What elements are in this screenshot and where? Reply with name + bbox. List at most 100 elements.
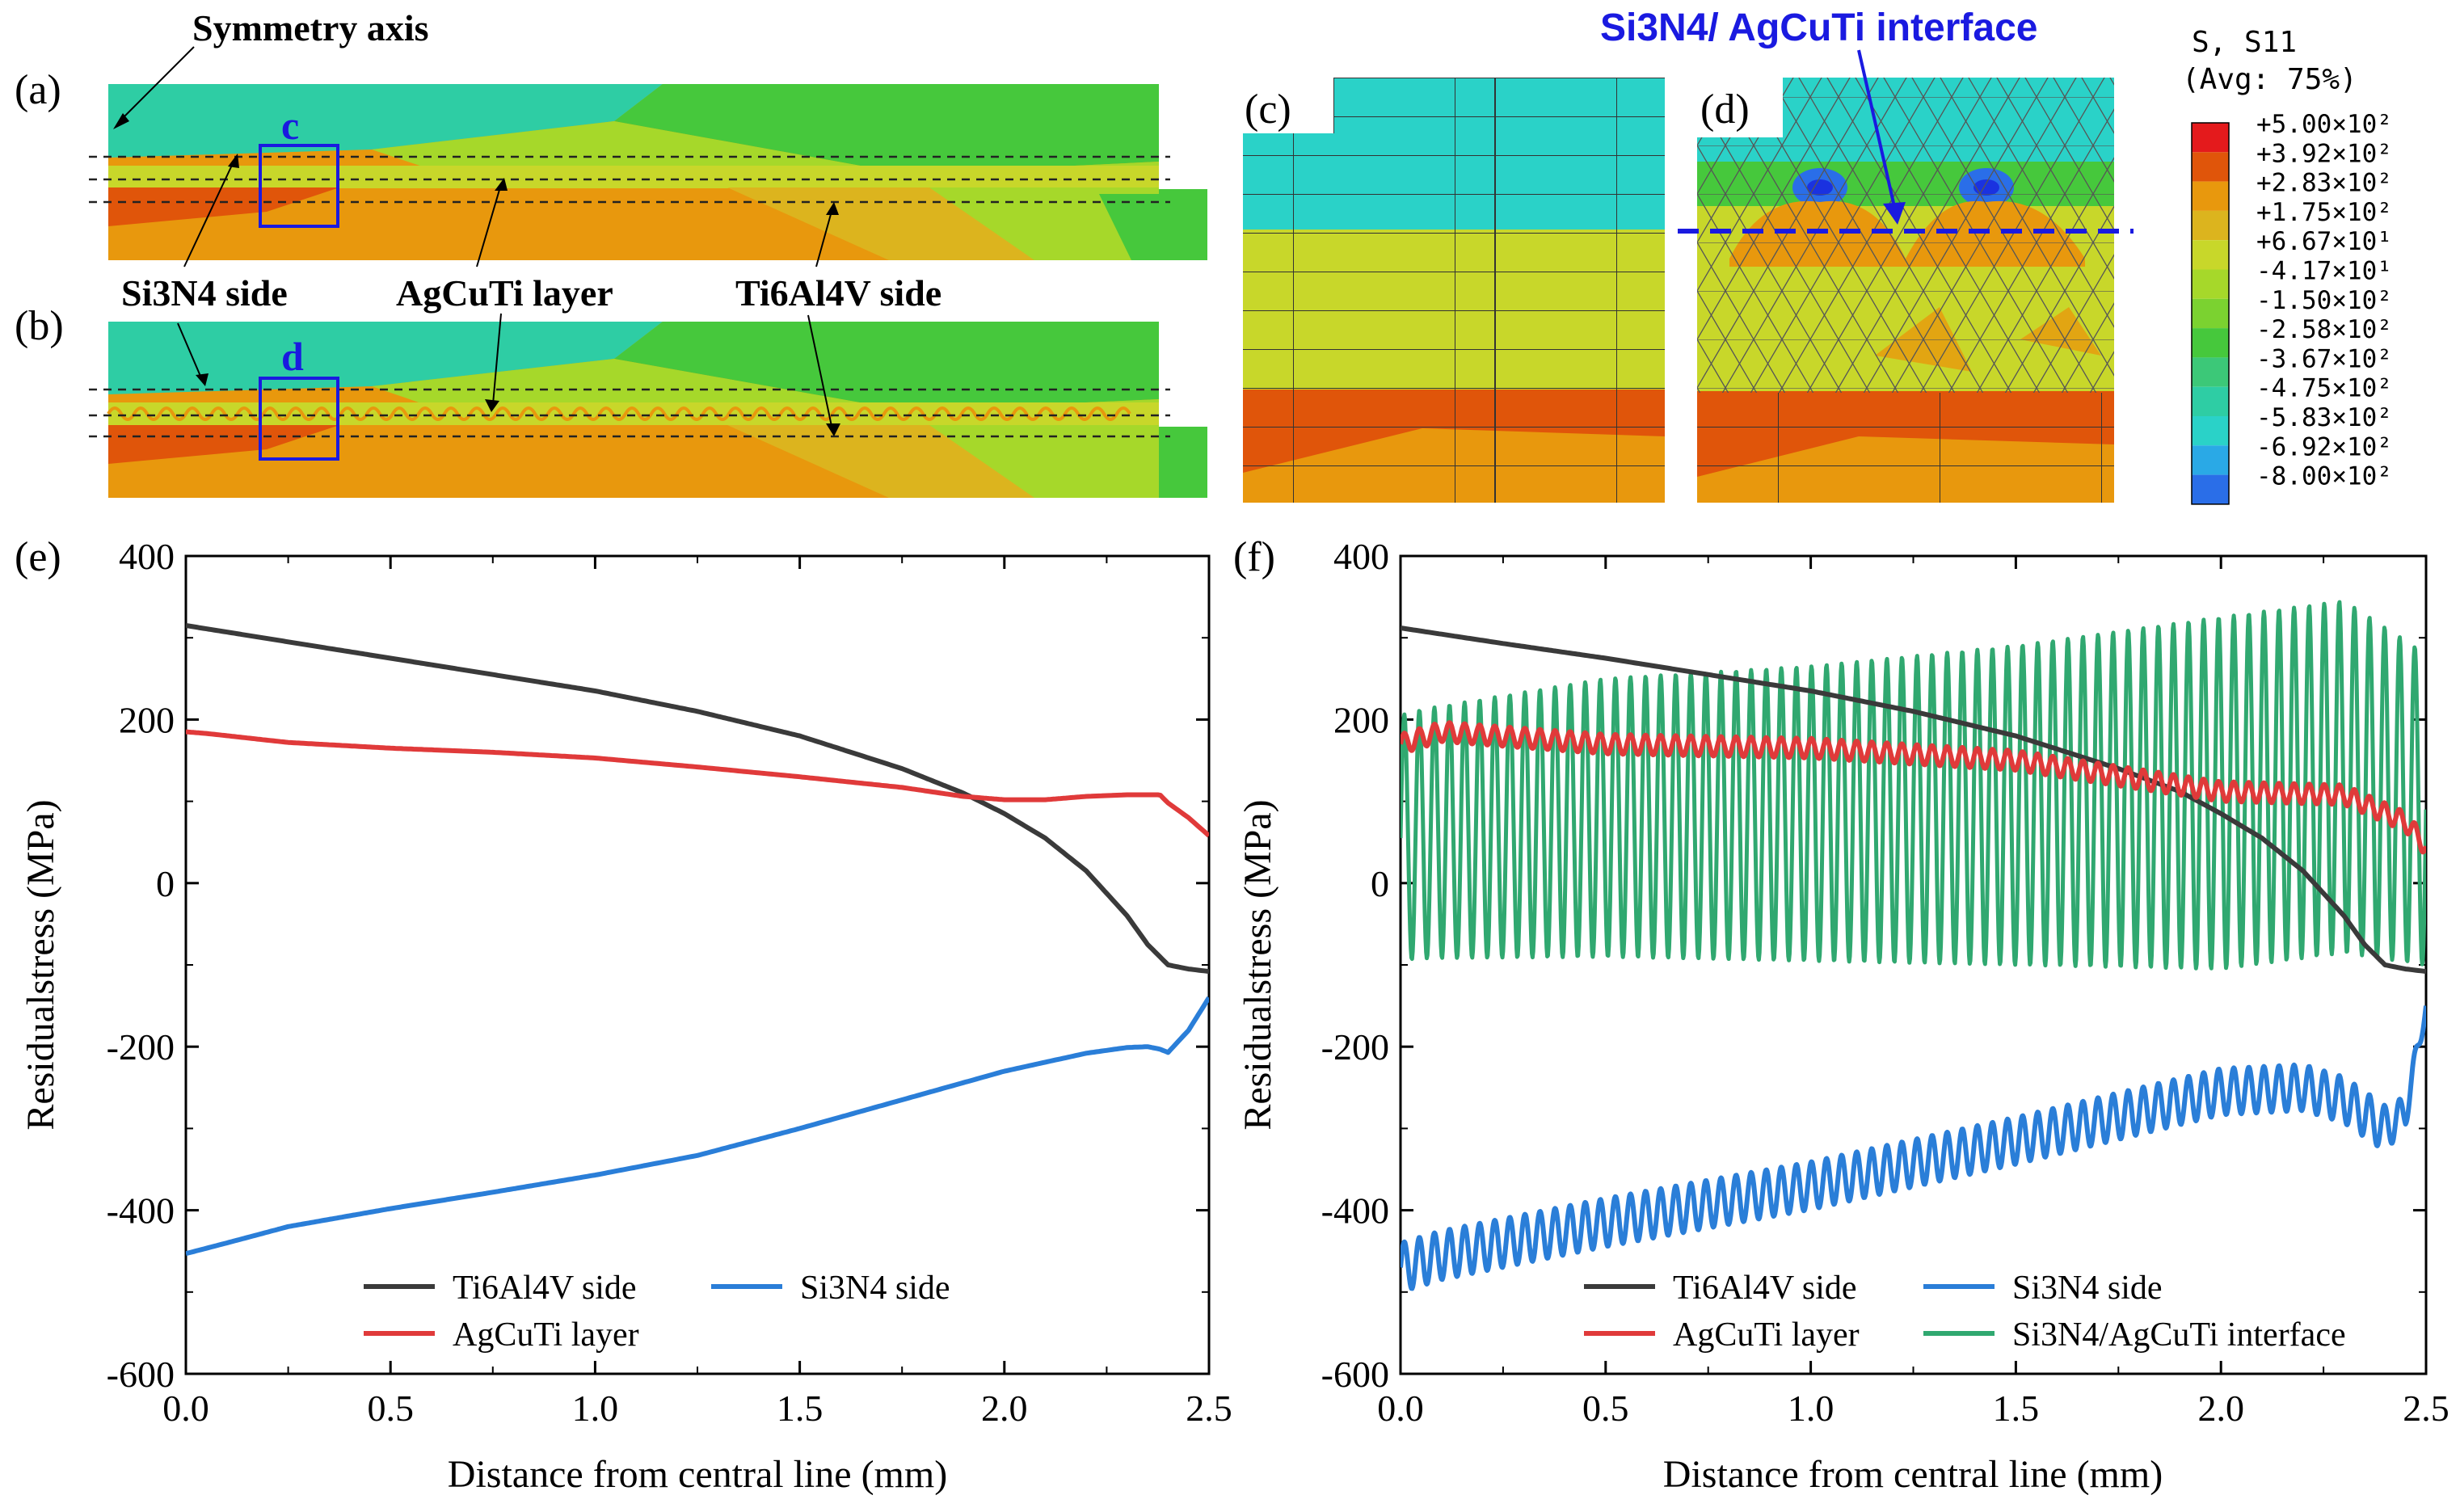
arrow-ti6al4v-a: [815, 208, 833, 267]
legend-entry: AgCuTi layer: [1673, 1316, 1860, 1354]
legend-entry: Si3N4 side: [800, 1270, 950, 1307]
legend-entry: Ti6Al4V side: [1673, 1270, 1857, 1307]
fem-legend-swatch: [2192, 269, 2229, 299]
panel-d: (d) Si3N4/ AgCuTi interface: [1600, 6, 2134, 503]
arrow-interface: [1857, 49, 1897, 211]
fem-legend-swatch: [2192, 445, 2229, 475]
annotation-agcuti-layer: AgCuTi layer: [396, 272, 613, 314]
plot-area-e: [184, 554, 1211, 1375]
x-tick-label: 2.5: [1186, 1388, 1232, 1429]
fem-legend-swatch: [2192, 386, 2229, 416]
fem-legend-swatch: [2192, 152, 2229, 182]
annotation-si3n4-side: Si3N4 side: [121, 272, 288, 314]
y-tick-label: -400: [1321, 1190, 1389, 1232]
arrow-agcuti-a: [476, 183, 502, 267]
fem-legend-entry: -8.00×10²: [2256, 462, 2392, 491]
x-tick-label: 1.0: [1788, 1388, 1834, 1429]
fem-legend-swatch: [2192, 240, 2229, 270]
x-tick-label: 0.0: [1377, 1388, 1424, 1429]
fem-color-legend: S, S11 (Avg: 75%) +5.00×10²+3.92×10²+2.8…: [2182, 26, 2392, 505]
zoom-box-label-c: c: [281, 103, 299, 148]
panel-a: (a) c Symmetry axis: [15, 7, 1207, 267]
panel-c: (c): [1243, 78, 1665, 503]
fem-legend-swatch: [2192, 181, 2229, 211]
arrow-si3n4-b: [177, 322, 203, 381]
y-axis-label-f: Residualstress (MPa): [1236, 799, 1279, 1130]
fem-layer-interface-a: [108, 166, 1159, 188]
annotation-interface: Si3N4/ AgCuTi interface: [1600, 6, 2037, 49]
y-tick-label: 400: [1333, 536, 1389, 577]
fem-region-cyan-a: [108, 84, 663, 158]
arrow-symmetry-axis: [119, 46, 195, 122]
x-tick-label: 2.0: [2197, 1388, 2244, 1429]
legend-entry: Ti6Al4V side: [453, 1270, 637, 1307]
x-tick-label: 2.5: [2403, 1388, 2449, 1429]
y-tick-label: 400: [119, 536, 175, 577]
y-axis-label-e: Residualstress (MPa): [19, 799, 62, 1130]
panel-label-d: (d): [1700, 86, 1750, 133]
fem-legend-swatch: [2192, 357, 2229, 387]
y-tick-label: 200: [1333, 699, 1389, 740]
fem-legend-entry: -5.83×10²: [2256, 403, 2392, 432]
fem-legend-subtitle: (Avg: 75%): [2182, 63, 2357, 96]
x-axis-label-e: Distance from central line (mm): [448, 1453, 947, 1496]
series-line-agcuti-layer: [186, 729, 1209, 838]
fem-region-red-b: [108, 425, 339, 464]
fem-legend-entry: -6.92×10²: [2256, 432, 2392, 461]
x-tick-label: 1.0: [572, 1388, 619, 1429]
arrow-ti6al4v-b: [807, 314, 833, 431]
fem-legend-entry: +2.83×10²: [2256, 169, 2392, 198]
chart-f: (f) 0.0 0.5 1.0 1.5 2.0 2.5 400 200 0 -200 -400 -60…: [1233, 534, 2449, 1496]
fem-region-ygreen2-b: [929, 425, 1159, 498]
zoom-box-d: [259, 377, 339, 461]
panel-label-c: (c): [1245, 86, 1291, 133]
fem-region-ygreen2-a: [929, 187, 1159, 260]
y-tick-label: -600: [107, 1354, 175, 1395]
fem-region-green-a: [614, 84, 1159, 174]
fem-legend-entry: -2.58×10²: [2256, 315, 2392, 344]
panel-label-f: (f): [1233, 534, 1275, 580]
x-tick-label: 2.0: [981, 1388, 1028, 1429]
fem-legend-title: S, S11: [2192, 26, 2297, 59]
fem-legend-entry: +5.00×10²: [2256, 110, 2392, 139]
x-tick-label: 0.5: [367, 1388, 414, 1429]
annotation-symmetry-axis: Symmetry axis: [192, 7, 429, 48]
annotation-ti6al4v-side: Ti6Al4V side: [735, 272, 941, 314]
x-axis-label-f: Distance from central line (mm): [1663, 1453, 2163, 1496]
fem-legend-swatch: [2192, 416, 2229, 446]
fem-layer-interface-b: [108, 402, 1159, 425]
y-tick-label: -600: [1321, 1354, 1389, 1395]
fem-legend-swatch: [2192, 123, 2229, 153]
y-tick-label: 200: [119, 699, 175, 740]
chart-e: (e) 0.0 0.5 1.0 1.5 2.0 2.5 400 200 0 -200 -400 -60…: [15, 534, 1232, 1496]
fem-legend-swatch: [2192, 328, 2229, 358]
y-tick-label: -200: [1321, 1026, 1389, 1068]
fem-legend-entry: +1.75×10²: [2256, 198, 2392, 227]
fem-region-green-b: [614, 322, 1159, 411]
zoom-box-c: [259, 144, 339, 228]
series-line-agcuti-layer: [1401, 720, 2426, 855]
y-tick-label: 0: [1371, 863, 1389, 904]
fem-legend-entry: -4.75×10²: [2256, 374, 2392, 403]
fem-legend-entry: -3.67×10²: [2256, 344, 2392, 373]
series-line-ti6al4v-side: [186, 623, 1209, 975]
legend-entry: AgCuTi layer: [453, 1316, 639, 1354]
arrow-si3n4-a: [183, 159, 235, 267]
fem-legend-entry: -4.17×10¹: [2256, 257, 2392, 286]
fem-mesh-c: [1243, 78, 1665, 503]
x-tick-label: 0.0: [162, 1388, 209, 1429]
y-tick-label: 0: [156, 863, 175, 904]
series-line-si3n4-agcuti-interface: [1401, 600, 2426, 971]
fem-step-b: [1159, 427, 1207, 498]
fem-legend-entry: -1.50×10²: [2256, 286, 2392, 315]
x-tick-label: 1.5: [1993, 1388, 2040, 1429]
panel-label-a: (a): [15, 67, 61, 113]
legend-entry: Si3N4/AgCuTi interface: [2012, 1316, 2346, 1354]
y-tick-label: -400: [107, 1190, 175, 1232]
fem-legend-swatch: [2192, 210, 2229, 241]
zoom-box-label-d: d: [281, 334, 304, 379]
panel-label-b: (b): [15, 303, 64, 349]
fem-wavy-interface-b: [107, 406, 1131, 421]
y-tick-label: -200: [107, 1026, 175, 1068]
